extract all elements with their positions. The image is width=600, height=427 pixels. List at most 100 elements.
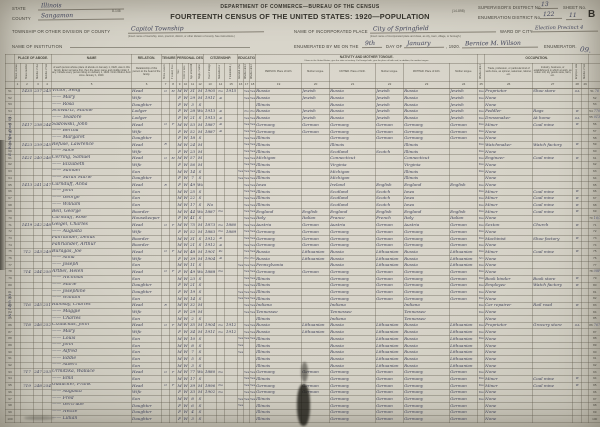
cell-name: Buragas, Joe bbox=[51, 248, 133, 256]
cell-mother_pob: Germany bbox=[403, 375, 451, 383]
cell-farm bbox=[581, 361, 590, 370]
cell-age: 52 bbox=[188, 228, 198, 236]
cell-name: —— Joseph bbox=[51, 261, 133, 270]
cell-owned bbox=[161, 294, 171, 303]
cell-mother_tongue: German bbox=[449, 221, 479, 230]
cell-industry bbox=[532, 328, 574, 337]
column-header-nat: Naturalized or alien. bbox=[216, 63, 226, 82]
street-name-label: E. Washington St. bbox=[7, 114, 12, 156]
cell-pob: Germany bbox=[255, 234, 303, 243]
cell-nat bbox=[216, 187, 226, 196]
cell-industry bbox=[532, 288, 574, 296]
cell-mother_tongue: Lithuanian bbox=[449, 348, 479, 357]
cell-nat: Na bbox=[216, 268, 226, 276]
cell-marital: M bbox=[196, 94, 205, 102]
census-row: 64 —— Sarah Marie Daughter F W 7 S Yes Yes Yes Ill… bbox=[5, 174, 600, 183]
cell-age: 4 bbox=[188, 408, 198, 417]
cell-occupation: None bbox=[484, 388, 534, 397]
cell-occupation: Miner bbox=[484, 187, 534, 196]
column-header-free_mort: If owned, free or mortgaged. bbox=[169, 63, 178, 82]
cell-farm bbox=[581, 261, 590, 270]
cell-father_pob: Germany bbox=[329, 281, 377, 290]
cell-father_pob: Germany bbox=[329, 241, 377, 250]
cell-industry bbox=[532, 314, 574, 323]
census-row: 61 1421 240 246 Cerring, Samuel Head O M M W 57 M Ye… bbox=[5, 154, 600, 163]
column-group-header: NATIVITY AND MOTHER TONGUE. If born in th… bbox=[255, 54, 479, 64]
cell-relation: Son bbox=[131, 194, 163, 203]
cell-free_mort bbox=[169, 167, 178, 176]
cell-family: 244 bbox=[41, 121, 53, 129]
cell-owned: O bbox=[161, 381, 171, 390]
ink-smear bbox=[301, 362, 308, 382]
cell-lnum: 70 bbox=[5, 214, 15, 223]
column-header-mother_tongue: Mother tongue. bbox=[449, 63, 479, 82]
column-group-header: CITIZENSHIP. bbox=[203, 54, 239, 64]
cell-name: Gudacker, Frank bbox=[51, 381, 133, 390]
cell-marital: S bbox=[196, 348, 205, 357]
cell-age: 33 bbox=[188, 388, 198, 397]
cell-relation: Head bbox=[131, 221, 163, 230]
cell-farm bbox=[581, 254, 590, 263]
cell-free_mort bbox=[169, 261, 178, 270]
cell-family bbox=[41, 335, 53, 343]
census-row: 66 —— John Son M W 25 S Yes Yes Illinois Scotland S… bbox=[5, 187, 600, 196]
cell-imm_year: 1905 bbox=[203, 87, 218, 96]
cell-mother_tongue: German bbox=[449, 228, 479, 236]
cell-nat_year bbox=[224, 214, 239, 223]
cell-nat_year bbox=[224, 261, 239, 270]
cell-tongue bbox=[301, 274, 331, 283]
cell-pob: Illinois bbox=[255, 294, 303, 303]
cell-dwelling: 246 bbox=[33, 321, 43, 330]
cell-pob: Russia bbox=[255, 248, 303, 256]
cell-tongue bbox=[301, 201, 331, 209]
cell-nat bbox=[216, 341, 226, 350]
place-value: City of Springfield bbox=[369, 24, 497, 34]
cell-nat bbox=[216, 261, 226, 270]
cell-imm_year bbox=[203, 161, 218, 169]
cell-mother_pob: Russia bbox=[403, 321, 451, 330]
cell-marital: S bbox=[196, 314, 205, 323]
cell-nat bbox=[216, 415, 226, 423]
cell-name: —— Mary bbox=[51, 94, 133, 102]
cell-english: Yes bbox=[477, 107, 486, 116]
cell-family bbox=[41, 328, 53, 337]
cell-mother_tongue: German bbox=[449, 381, 479, 390]
cell-nat_year bbox=[224, 355, 239, 363]
cell-father_pob: Germany bbox=[329, 388, 377, 397]
cell-age: 24 bbox=[188, 141, 198, 149]
cell-farm bbox=[581, 248, 590, 256]
column-header-father_tongue: Mother tongue. bbox=[375, 63, 405, 82]
cell-name: —— John bbox=[51, 187, 133, 196]
cell-rnum: 95 bbox=[588, 381, 600, 390]
cell-occupation: None bbox=[484, 348, 534, 357]
census-row: 72 —— Augusta Wife F W 52 M 1883 Na 1889 Yes Yes Ger… bbox=[5, 228, 600, 236]
cell-father_pob: Tennessee bbox=[329, 308, 377, 316]
cell-mother_pob: Illinois bbox=[403, 174, 451, 183]
cell-tongue bbox=[301, 100, 331, 109]
cell-relation: Daughter bbox=[131, 401, 163, 410]
cell-name: —— Eddie bbox=[51, 355, 133, 363]
cell-owned bbox=[161, 241, 171, 250]
cell-house bbox=[20, 167, 34, 176]
census-row: 75 712 243 249 Buragas, Joe Head O F M W 48 M 1901 Pa… bbox=[5, 248, 600, 256]
cell-industry bbox=[532, 134, 574, 143]
cell-pob: Russia bbox=[255, 321, 303, 330]
cell-farm bbox=[581, 234, 590, 243]
cell-owned bbox=[161, 395, 171, 403]
cell-nat_year bbox=[224, 348, 239, 357]
cell-rnum: 66 bbox=[588, 187, 600, 196]
cell-farm bbox=[581, 308, 590, 316]
cell-mother_tongue: German bbox=[449, 134, 479, 143]
cell-owned: O bbox=[161, 321, 171, 330]
cell-father_pob: Russia bbox=[329, 254, 377, 263]
cell-father_tongue: Lithuanian bbox=[375, 328, 405, 337]
cell-family bbox=[41, 241, 53, 250]
cell-rnum: 81 bbox=[588, 288, 600, 296]
cell-age: 28 bbox=[188, 107, 198, 116]
cell-mother_tongue: German bbox=[449, 127, 479, 136]
cell-free_mort bbox=[169, 355, 178, 363]
cell-family: 252 bbox=[41, 321, 53, 330]
cell-family bbox=[41, 214, 53, 223]
cell-tongue bbox=[301, 301, 331, 310]
cell-father_pob: Russia bbox=[329, 94, 377, 102]
